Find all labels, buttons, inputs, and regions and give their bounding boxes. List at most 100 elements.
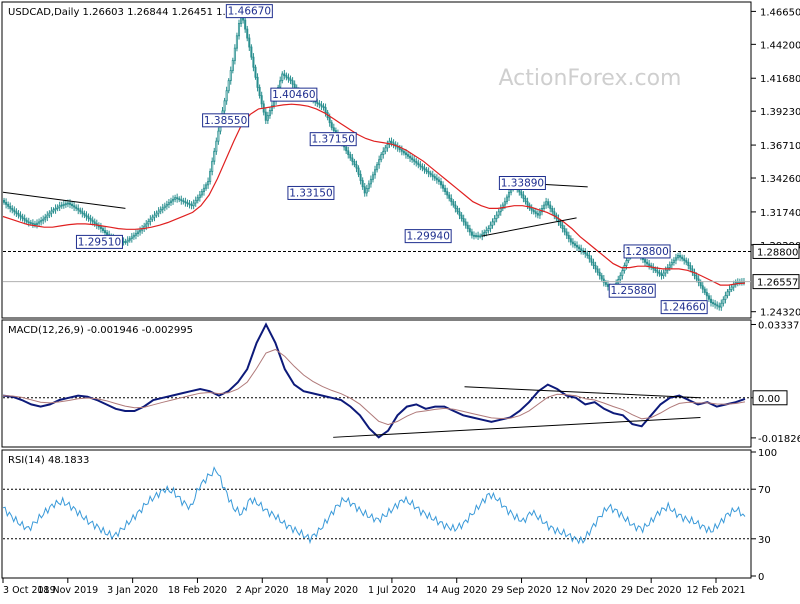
price-candle-body bbox=[576, 244, 579, 248]
price-candle-body bbox=[714, 303, 717, 306]
price-candle-body bbox=[545, 201, 548, 206]
rsi-panel-frame bbox=[1, 449, 752, 579]
price-candle-body bbox=[151, 216, 154, 220]
price-candle-body bbox=[64, 203, 67, 206]
price-candle-body bbox=[464, 221, 467, 226]
price-candle-body bbox=[592, 261, 595, 266]
price-candle-body bbox=[104, 230, 107, 234]
price-candle-body bbox=[71, 203, 74, 207]
price-candle-body bbox=[712, 302, 715, 305]
moving-average-line bbox=[2, 103, 746, 286]
price-candle-body bbox=[596, 268, 599, 273]
price-candle-body bbox=[536, 213, 539, 216]
price-candle-body bbox=[89, 218, 92, 221]
price-candle-body bbox=[332, 127, 335, 131]
price-candle-body bbox=[646, 261, 649, 265]
price-candle-body bbox=[421, 165, 424, 169]
price-candle-body bbox=[625, 260, 628, 266]
price-candle-body bbox=[17, 213, 20, 216]
price-candle-body bbox=[285, 75, 288, 78]
macd-y-tick-label: -0.018262 bbox=[758, 434, 800, 445]
price-candle-body bbox=[180, 199, 183, 202]
price-candle-body bbox=[621, 270, 624, 277]
price-candle-body bbox=[159, 209, 162, 212]
price-candle-body bbox=[174, 197, 177, 200]
price-candle-body bbox=[322, 105, 325, 108]
price-candle-body bbox=[654, 268, 657, 272]
price-candle-body bbox=[289, 78, 292, 82]
price-y-tick-label: 1.34260 bbox=[760, 174, 800, 185]
price-candle-body bbox=[701, 285, 704, 290]
price-candle-body bbox=[225, 90, 228, 102]
price-candle-body bbox=[73, 205, 76, 208]
price-candle-body bbox=[681, 256, 684, 260]
price-candle-body bbox=[429, 172, 432, 176]
price-candle-body bbox=[215, 140, 218, 152]
price-candle-body bbox=[450, 197, 453, 203]
price-candle-body bbox=[477, 235, 480, 238]
price-candle-body bbox=[27, 221, 30, 224]
price-candle-body bbox=[130, 236, 133, 240]
price-candle-body bbox=[695, 275, 698, 280]
price-candle-body bbox=[503, 201, 506, 206]
price-candle-body bbox=[644, 259, 647, 263]
level-price-label: 1.28800 bbox=[757, 247, 798, 258]
price-candle-body bbox=[169, 200, 172, 204]
price-candle-body bbox=[349, 154, 352, 159]
price-candle-body bbox=[602, 278, 605, 283]
price-candle-body bbox=[330, 122, 333, 129]
price-candle-body bbox=[35, 222, 39, 225]
price-candle-body bbox=[266, 115, 269, 121]
price-candle-body bbox=[353, 160, 356, 166]
price-candle-body bbox=[223, 100, 226, 112]
panel-frames bbox=[1, 1, 752, 579]
price-annotation-label: 1.38550 bbox=[204, 115, 247, 127]
current-price-tag bbox=[752, 274, 800, 290]
price-annotation-box bbox=[404, 229, 452, 244]
rsi-layer bbox=[2, 466, 751, 545]
price-annotation-box bbox=[608, 283, 656, 298]
price-candle-body bbox=[126, 239, 129, 243]
price-candle-body bbox=[60, 204, 63, 207]
rsi-line bbox=[2, 466, 746, 545]
price-candle-body bbox=[676, 255, 680, 259]
price-candle-body bbox=[29, 222, 32, 224]
macd-signal-line bbox=[2, 348, 746, 426]
price-candle-body bbox=[361, 180, 364, 188]
price-candle-body bbox=[590, 258, 593, 263]
price-candle-body bbox=[567, 234, 570, 240]
price-candle-body bbox=[454, 204, 457, 209]
price-candle-body bbox=[149, 218, 152, 222]
price-annotation-label: 1.29940 bbox=[406, 231, 449, 243]
price-candle-body bbox=[384, 147, 387, 152]
price-candle-body bbox=[178, 198, 181, 201]
price-y-tick-label: 1.44200 bbox=[760, 40, 800, 51]
price-candle-body bbox=[588, 255, 591, 260]
price-candle-body bbox=[565, 231, 568, 236]
price-candle-body bbox=[448, 194, 451, 199]
price-candle-body bbox=[472, 234, 475, 237]
macd-current-label: 0.00 bbox=[758, 394, 780, 405]
price-candle-body bbox=[470, 231, 473, 236]
price-candle-body bbox=[355, 164, 358, 169]
price-annotation-box bbox=[309, 132, 357, 147]
price-candle-body bbox=[462, 218, 465, 223]
price-candle-body bbox=[707, 295, 710, 300]
price-candle-body bbox=[409, 155, 412, 159]
price-candle-body bbox=[324, 107, 327, 113]
price-y-tick-label: 1.24320 bbox=[760, 308, 800, 319]
price-candle-body bbox=[505, 196, 508, 203]
price-candle-body bbox=[38, 221, 41, 224]
price-candle-body bbox=[732, 284, 735, 288]
price-candle-body bbox=[31, 222, 34, 225]
price-candle-body bbox=[738, 281, 741, 284]
price-candle-body bbox=[291, 80, 294, 85]
price-candle-body bbox=[495, 214, 498, 219]
price-candle-body bbox=[709, 298, 713, 303]
price-candle-body bbox=[705, 292, 708, 297]
price-candle-body bbox=[371, 174, 374, 180]
price-candle-body bbox=[50, 210, 53, 214]
price-candle-body bbox=[497, 211, 500, 216]
x-axis-tick-label: 14 Aug 2020 bbox=[426, 585, 487, 596]
price-candle-body bbox=[660, 273, 663, 277]
